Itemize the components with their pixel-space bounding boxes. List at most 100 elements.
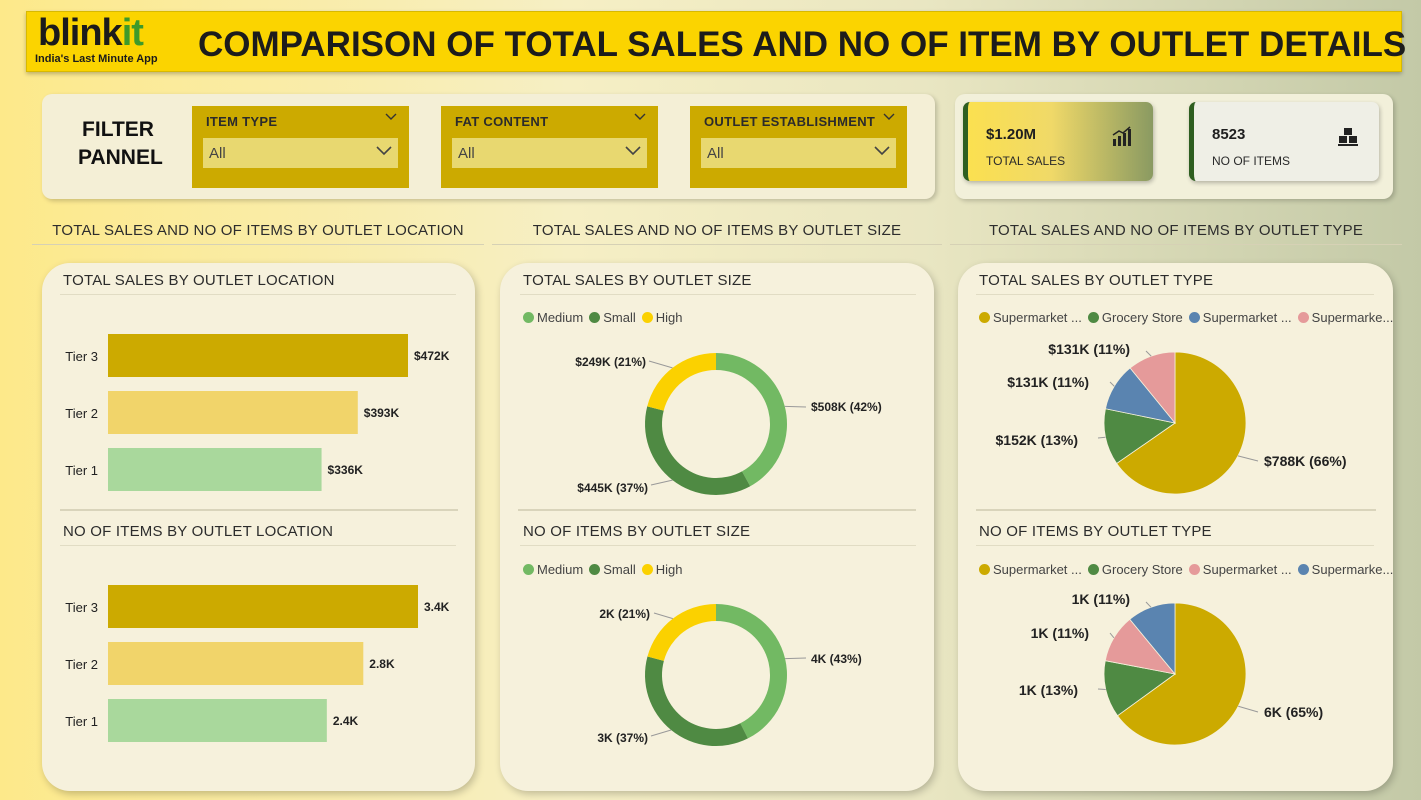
slicer-outlet-establishment[interactable]: OUTLET ESTABLISHMENT All bbox=[690, 106, 907, 188]
legend-item[interactable]: Medium bbox=[523, 562, 583, 577]
chevron-down-icon bbox=[874, 146, 890, 156]
legend-item[interactable]: High bbox=[641, 562, 683, 577]
bar[interactable] bbox=[108, 642, 364, 685]
slicer-label: ITEM TYPE bbox=[206, 114, 278, 129]
legend-label: Medium bbox=[537, 310, 584, 325]
leader-line bbox=[785, 657, 807, 660]
pie-slice[interactable] bbox=[645, 406, 751, 495]
bar-category-label: Tier 2 bbox=[65, 657, 98, 672]
pie-slice[interactable] bbox=[645, 656, 748, 746]
leader-line bbox=[1109, 632, 1115, 639]
pie-data-label: 6K (65%) bbox=[1264, 704, 1323, 720]
legend-label: Supermarket ... bbox=[1202, 310, 1292, 325]
dropdown-value: All bbox=[458, 145, 475, 162]
pie-slice[interactable] bbox=[1103, 660, 1176, 717]
bar-data-label: 2.8K bbox=[369, 657, 395, 671]
page-title: COMPARISON OF TOTAL SALES AND NO OF ITEM… bbox=[198, 25, 1407, 64]
section-divider bbox=[950, 244, 1402, 245]
chevron-down-icon bbox=[376, 146, 392, 156]
header-banner bbox=[26, 11, 1402, 72]
chevron-down-icon[interactable] bbox=[883, 113, 895, 121]
kpi-value: 8523 bbox=[1212, 126, 1246, 143]
title-underline bbox=[60, 294, 456, 295]
pie-data-label: 1K (13%) bbox=[1019, 682, 1078, 698]
slicer-fat-content[interactable]: FAT CONTENT All bbox=[441, 106, 658, 188]
fat-content-dropdown[interactable]: All bbox=[452, 138, 647, 168]
leader-line bbox=[1237, 455, 1259, 462]
bar-category-label: Tier 3 bbox=[65, 600, 98, 615]
legend-dot bbox=[589, 312, 601, 323]
legend-item[interactable]: Supermarket ... bbox=[1188, 562, 1292, 577]
leader-line bbox=[650, 729, 672, 737]
pie-data-label: 1K (11%) bbox=[1072, 591, 1130, 607]
bar-data-label: $472K bbox=[414, 349, 450, 363]
logo-tagline: India's Last Minute App bbox=[35, 53, 158, 65]
bar-data-label: $393K bbox=[364, 406, 400, 420]
bar[interactable] bbox=[108, 334, 408, 377]
legend-label: Small bbox=[603, 562, 636, 577]
legend-item[interactable]: Supermarke... bbox=[1297, 562, 1393, 577]
legend-label: High bbox=[655, 562, 683, 577]
legend-item[interactable]: Supermarket ... bbox=[1188, 310, 1292, 325]
kpi-total-sales: $1.20M TOTAL SALES bbox=[963, 102, 1153, 181]
bar-data-label: $336K bbox=[328, 463, 364, 477]
legend-dot bbox=[1188, 312, 1200, 323]
chart-title-sales-type: TOTAL SALES BY OUTLET TYPE bbox=[979, 272, 1214, 289]
outlet-establishment-dropdown[interactable]: All bbox=[701, 138, 896, 168]
title-underline bbox=[976, 545, 1374, 546]
legend-dot bbox=[1087, 564, 1099, 575]
slicer-item-type[interactable]: ITEM TYPE All bbox=[192, 106, 409, 188]
bar-category-label: Tier 1 bbox=[65, 714, 98, 729]
bar[interactable] bbox=[108, 585, 418, 628]
pie-slice[interactable] bbox=[716, 604, 787, 739]
leader-line bbox=[653, 612, 673, 620]
legend-item[interactable]: Supermarket ... bbox=[979, 310, 1082, 325]
pie-slice[interactable] bbox=[647, 604, 716, 661]
bar-category-label: Tier 2 bbox=[65, 406, 98, 421]
chevron-down-icon[interactable] bbox=[385, 113, 397, 121]
bar[interactable] bbox=[108, 699, 327, 742]
blinkit-logo: blinkit bbox=[38, 12, 144, 54]
legend-item[interactable]: Grocery Store bbox=[1087, 562, 1183, 577]
kpi-no-of-items: 8523 NO OF ITEMS bbox=[1189, 102, 1379, 181]
chart-title-sales-location: TOTAL SALES BY OUTLET LOCATION bbox=[63, 272, 335, 289]
legend-label: Grocery Store bbox=[1101, 562, 1183, 577]
legend-dot bbox=[1297, 564, 1309, 575]
legend-item[interactable]: Supermarke... bbox=[1297, 310, 1394, 325]
pie-slice[interactable] bbox=[647, 353, 716, 411]
legend-label: Supermarket ... bbox=[1202, 562, 1292, 577]
legend-dot bbox=[589, 564, 601, 575]
leader-line bbox=[1145, 601, 1152, 608]
pie-slice[interactable] bbox=[1129, 602, 1176, 676]
chart-bars-icon bbox=[1112, 126, 1131, 146]
legend-item[interactable]: Supermarket ... bbox=[979, 562, 1082, 577]
title-underline bbox=[520, 294, 916, 295]
chevron-down-icon[interactable] bbox=[634, 113, 646, 121]
legend-item[interactable]: Medium bbox=[523, 310, 583, 325]
bar[interactable] bbox=[108, 448, 322, 491]
pie-data-label: 2K (21%) bbox=[599, 607, 650, 621]
pie-data-label: $445K (37%) bbox=[577, 481, 648, 495]
leader-line bbox=[648, 360, 673, 369]
legend-item[interactable]: Grocery Store bbox=[1087, 310, 1183, 325]
pie-data-label: 3K (37%) bbox=[597, 731, 648, 745]
legend-label: High bbox=[655, 310, 683, 325]
slicer-label: FAT CONTENT bbox=[455, 114, 549, 129]
title-underline bbox=[976, 294, 1374, 295]
legend-type-sales: Supermarket ... Grocery Store Supermarket … bbox=[979, 310, 1399, 325]
legend-label: Medium bbox=[537, 562, 584, 577]
legend-item[interactable]: Small bbox=[589, 310, 636, 325]
legend-label: Supermarke... bbox=[1311, 310, 1394, 325]
kpi-value: $1.20M bbox=[986, 126, 1037, 143]
legend-item[interactable]: High bbox=[641, 310, 683, 325]
pie-slice[interactable] bbox=[716, 353, 787, 487]
pie-data-label: $152K (13%) bbox=[996, 432, 1079, 448]
pie-slice[interactable] bbox=[1103, 408, 1176, 465]
bar[interactable] bbox=[108, 391, 358, 434]
legend-dot bbox=[641, 564, 653, 575]
pie-slice[interactable] bbox=[1129, 351, 1176, 425]
boxes-icon bbox=[1338, 128, 1358, 146]
legend-dot bbox=[1188, 564, 1200, 575]
item-type-dropdown[interactable]: All bbox=[203, 138, 398, 168]
legend-item[interactable]: Small bbox=[589, 562, 636, 577]
